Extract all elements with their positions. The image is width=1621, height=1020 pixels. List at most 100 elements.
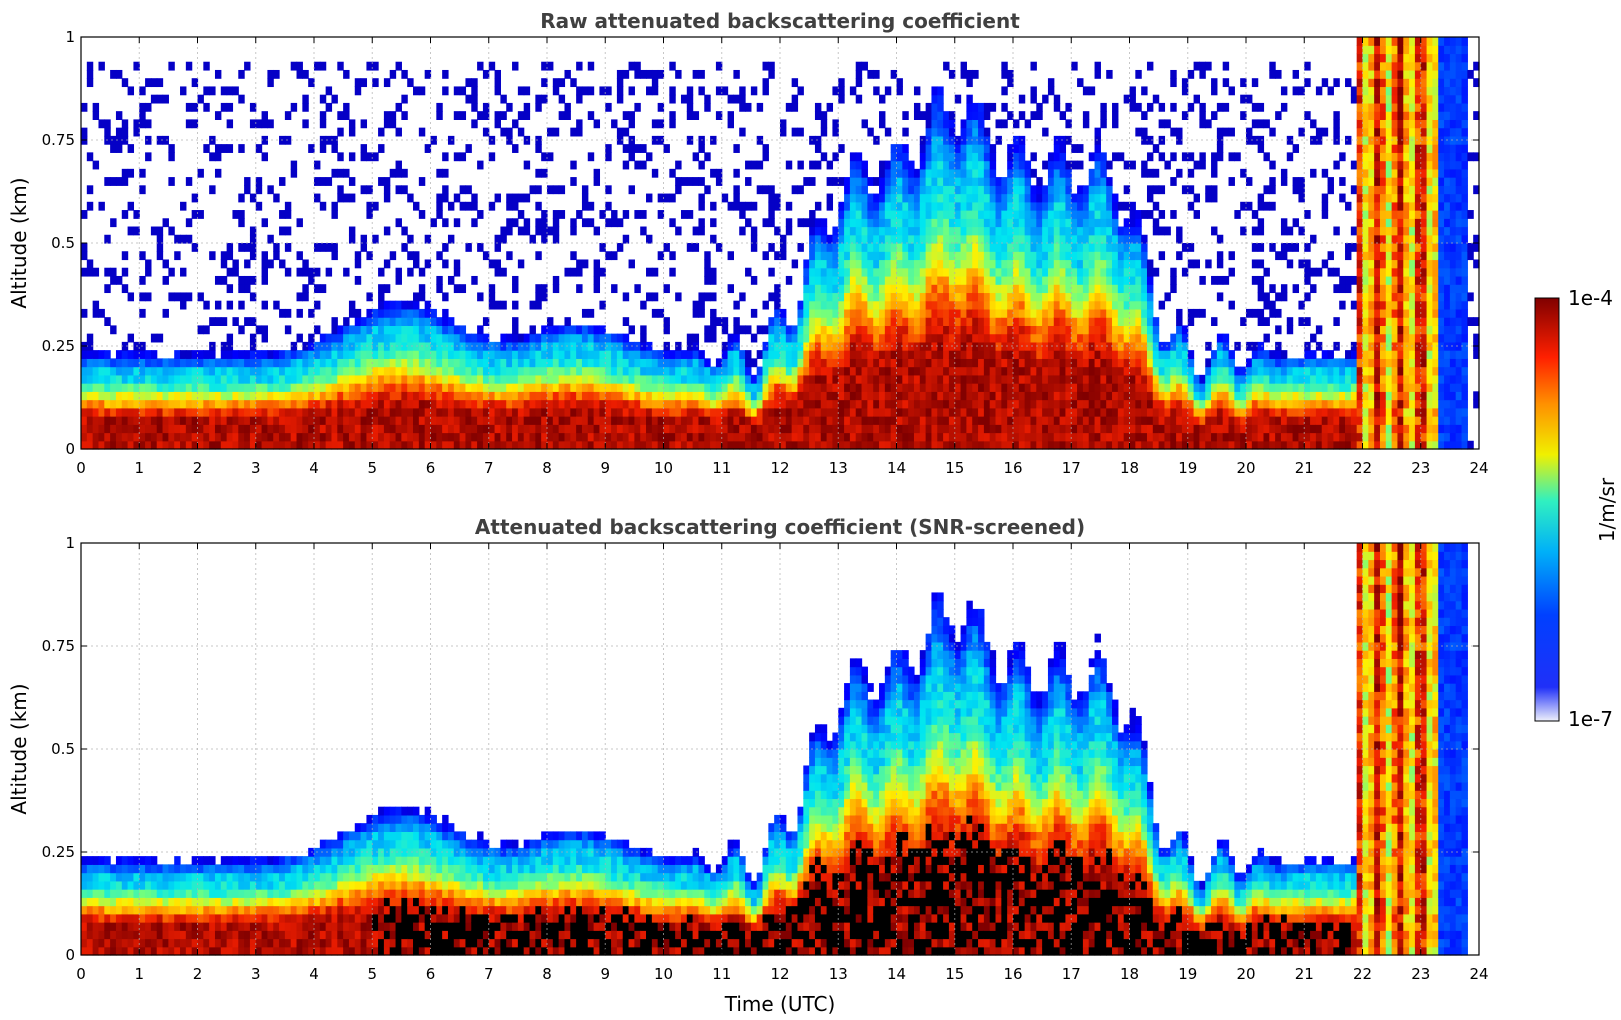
heatmap-cell [698,358,705,368]
heatmap-cell [931,160,938,170]
heatmap-cell [477,61,484,71]
heatmap-cell [762,366,769,376]
heatmap-cell [1030,243,1037,252]
heatmap-cell [785,333,793,343]
heatmap-cell [360,374,368,384]
heatmap-cell [931,407,938,417]
heatmap-cell [966,226,973,236]
heatmap-cell [605,144,612,153]
heatmap-cell [599,432,606,442]
heatmap-cell [453,259,461,269]
heatmap-cell [1007,333,1014,343]
heatmap-cell [1024,350,1032,359]
heatmap-cell [81,350,88,359]
heatmap-cell [943,111,950,120]
heatmap-cell [838,144,845,153]
heatmap-cell [372,407,379,417]
heatmap-cell [989,160,997,170]
heatmap-cell [1013,424,1020,434]
heatmap-cell [424,399,432,409]
heatmap-cell [1193,374,1200,384]
heatmap-cell [1088,168,1096,178]
heatmap-cell [267,416,274,425]
heatmap-cell [348,374,356,384]
heatmap-cell [279,407,286,417]
heatmap-cell [896,144,903,153]
heatmap-cell [139,440,146,450]
heatmap-cell [890,350,898,359]
heatmap-cell [1030,275,1037,285]
heatmap-cell [191,102,199,112]
heatmap-cell [407,350,414,359]
heatmap-cell [319,416,327,425]
heatmap-cell [1187,168,1195,178]
heatmap-cell [244,399,251,409]
heatmap-cell [401,226,408,236]
heatmap-cell [279,399,286,409]
heatmap-cell [1059,160,1067,170]
heatmap-cell [1106,407,1113,417]
heatmap-cell [156,94,164,104]
heatmap-cell [1100,226,1107,236]
heatmap-cell [558,440,566,450]
heatmap-cell [902,152,909,162]
heatmap-cell [1065,210,1072,219]
heatmap-cell [873,432,880,442]
heatmap-cell [110,177,117,186]
heatmap-cell [1071,259,1078,269]
heatmap-cell [570,350,577,359]
heatmap-cell [1082,300,1090,310]
heatmap-cell [599,416,606,425]
heatmap-cell [750,234,758,244]
heatmap-cell [587,424,595,434]
heatmap-cell [913,259,921,269]
heatmap-cell [1158,432,1166,442]
heatmap-cell [261,111,268,120]
heatmap-cell [919,160,927,170]
heatmap-cell [855,325,863,335]
heatmap-cell [611,374,618,384]
heatmap-cell [814,111,822,120]
heatmap-cell [855,267,863,277]
heatmap-cell [348,383,356,392]
heatmap-cell [587,383,595,392]
heatmap-cell [360,383,368,392]
heatmap-cell [325,350,333,359]
heatmap-cell [919,177,927,186]
heatmap-cell [937,267,944,277]
heatmap-cell [174,251,181,261]
heatmap-cell [395,350,402,359]
heatmap-cell [348,416,356,425]
heatmap-cell [879,210,886,219]
heatmap-cell [1082,308,1090,318]
heatmap-cell [238,284,245,294]
heatmap-cell [651,440,659,450]
heatmap-cell [1007,325,1014,335]
heatmap-cell [1047,325,1055,335]
heatmap-cell [1013,416,1020,425]
heatmap-cell [1047,300,1055,310]
heatmap-cell [517,259,525,269]
heatmap-cell [436,374,443,384]
heatmap-cell [780,440,787,450]
heatmap-cell [1065,358,1072,368]
heatmap-cell [611,432,618,442]
heatmap-cell [459,432,467,442]
heatmap-cell [576,383,583,392]
heatmap-cell [995,292,1002,302]
heatmap-cell [809,432,816,442]
heatmap-cell [797,127,804,137]
heatmap-cell [308,144,315,153]
heatmap-cell [343,267,350,277]
heatmap-cell [803,350,810,359]
heatmap-cell [919,416,927,425]
heatmap-cell [756,374,764,384]
heatmap-cell [797,243,804,252]
heatmap-cell [81,374,88,384]
heatmap-cell [1007,243,1014,252]
heatmap-cell [972,144,979,153]
heatmap-cell [354,366,362,376]
heatmap-cell [314,374,321,384]
heatmap-cell [1164,440,1171,450]
heatmap-cell [453,374,461,384]
